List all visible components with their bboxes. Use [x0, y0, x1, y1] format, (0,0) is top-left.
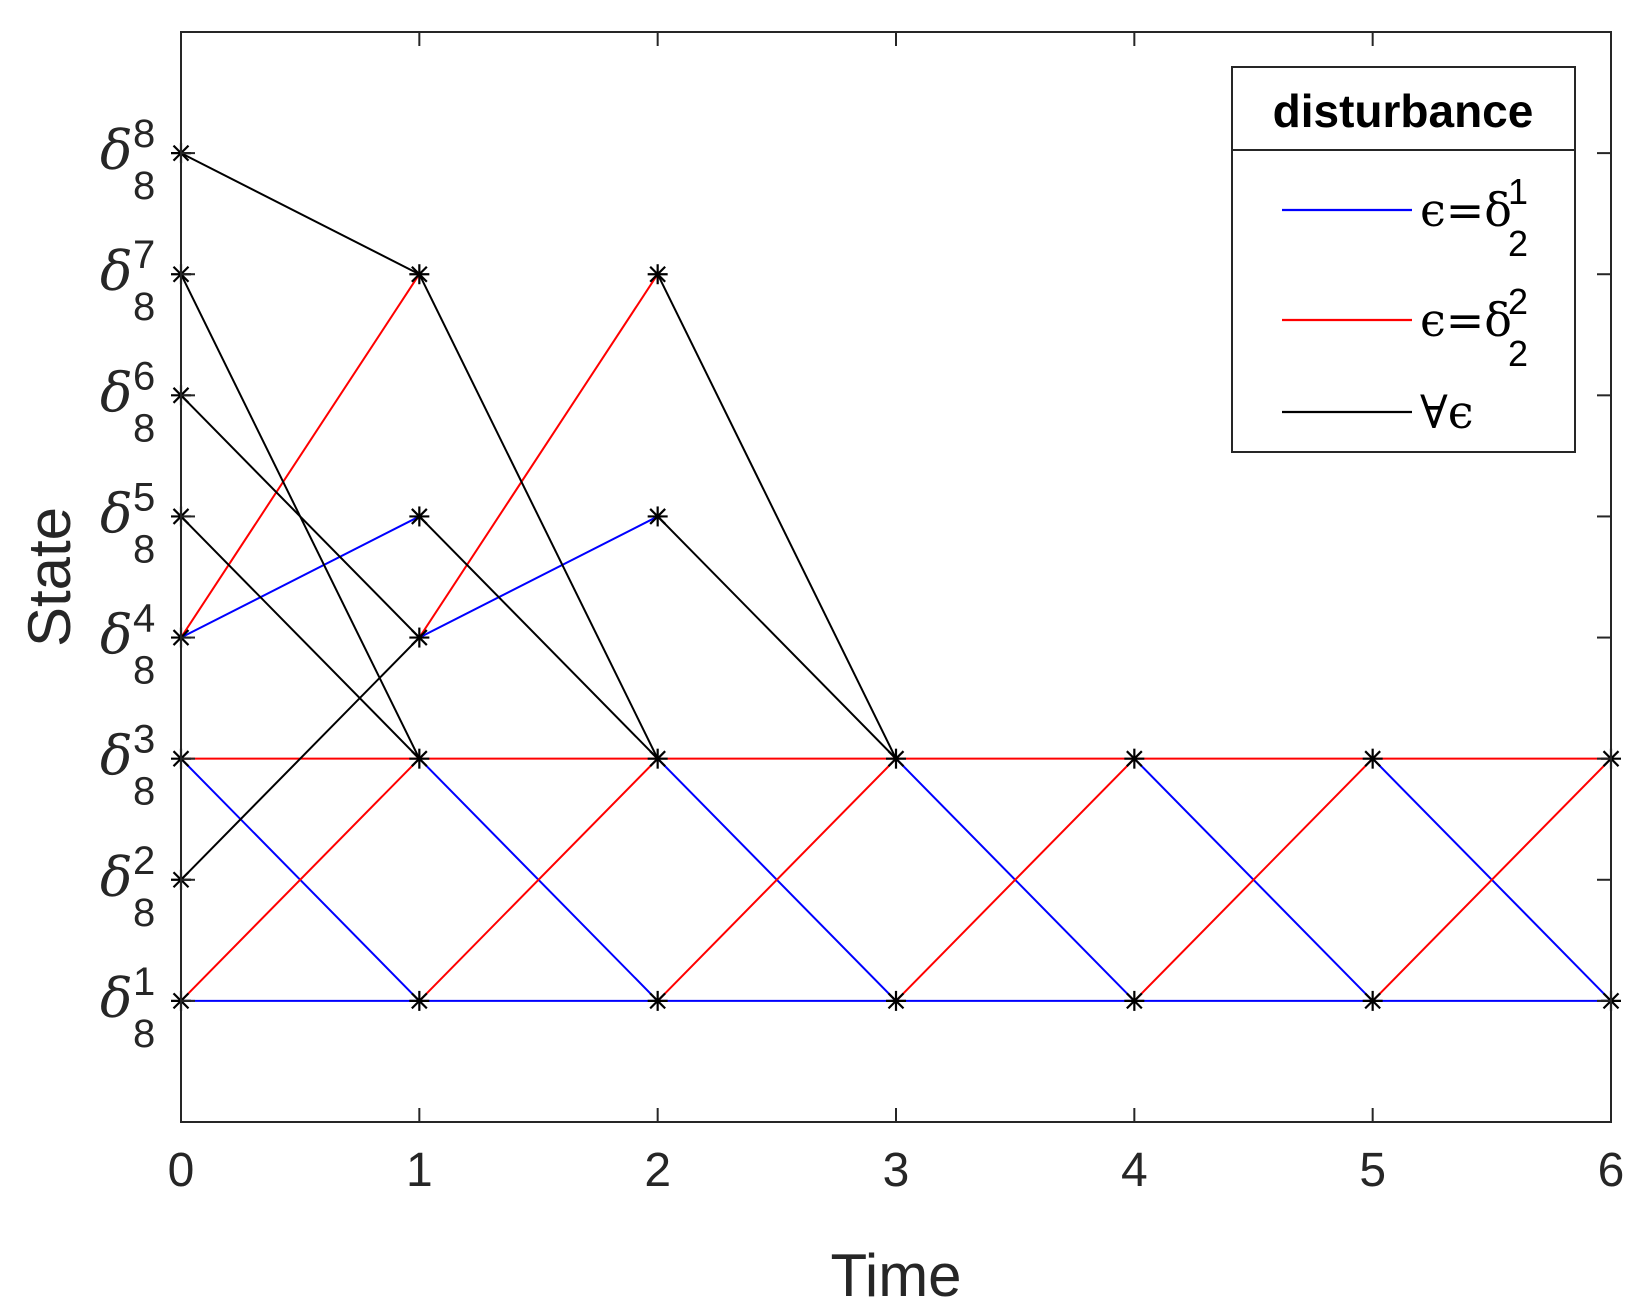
- series-2: [180, 273, 1612, 1002]
- y-tick-label-sub: 8: [133, 285, 155, 329]
- legend-label: ϵ=δ: [1420, 183, 1512, 237]
- y-tick-label-sup: 3: [133, 718, 155, 762]
- series-line-segment: [418, 757, 659, 1002]
- data-point-marker: [647, 506, 668, 527]
- data-point-marker: [1362, 990, 1383, 1011]
- y-tick-label-sup: 2: [133, 839, 155, 883]
- y-tick-label-base: δ: [100, 119, 133, 182]
- x-tick-label: 4: [1121, 1144, 1148, 1197]
- data-point-marker: [1362, 748, 1383, 769]
- legend-box: [1231, 66, 1576, 453]
- series-line-segment: [1133, 757, 1374, 1002]
- legend-label: ∀ϵ: [1420, 385, 1474, 439]
- x-tick-label: 6: [1598, 1144, 1625, 1197]
- data-point-marker: [409, 506, 430, 527]
- y-tick-label: δ 8 8: [100, 112, 155, 208]
- y-tick-label-base: δ: [100, 361, 133, 424]
- series-3: [180, 152, 897, 881]
- series-line-segment: [1371, 757, 1612, 1002]
- data-point-marker: [647, 990, 668, 1011]
- y-tick-label: δ 1 8: [100, 960, 155, 1056]
- legend-label-sup: 2: [1508, 281, 1528, 322]
- y-tick-label-sup: 5: [133, 475, 155, 519]
- data-point-marker: [647, 264, 668, 285]
- y-tick-label-base: δ: [100, 604, 133, 667]
- series-line-segment: [180, 515, 421, 760]
- y-tick-label-sup: 8: [133, 112, 155, 156]
- series-line-segment: [656, 757, 897, 1002]
- y-tick-label-sub: 8: [133, 1012, 155, 1056]
- y-tick-label-sup: 4: [133, 597, 155, 641]
- series-line-segment: [180, 636, 421, 881]
- y-tick-label-base: δ: [100, 482, 133, 545]
- x-axis: 0 1 2 3 4 5 6: [168, 32, 1625, 1197]
- series-line-segment: [418, 273, 659, 760]
- series-line-segment: [180, 152, 420, 276]
- legend-entry: ϵ=δ1 2: [1282, 171, 1528, 264]
- y-tick-label-sub: 8: [133, 164, 155, 208]
- series-line-segment: [180, 394, 421, 639]
- y-tick-label-sub: 8: [133, 406, 155, 450]
- y-tick-label: δ 4 8: [100, 597, 155, 693]
- y-tick-label-sup: 1: [133, 960, 155, 1004]
- x-tick-label: 0: [168, 1144, 195, 1197]
- series-line-segment: [418, 273, 659, 639]
- series-line-segment: [180, 515, 420, 639]
- series-line-segment: [180, 273, 421, 639]
- legend-label-sub: 2: [1508, 223, 1528, 264]
- x-tick-label: 5: [1359, 1144, 1386, 1197]
- y-tick-label-base: δ: [100, 967, 133, 1030]
- data-point-marker: [1124, 748, 1145, 769]
- x-axis-label: Time: [830, 1242, 961, 1309]
- series-line-segment: [895, 757, 1136, 1002]
- series-line-segment: [418, 515, 659, 639]
- y-tick-label-sub: 8: [133, 649, 155, 693]
- legend-entry: ϵ=δ2 2: [1282, 281, 1528, 374]
- y-tick-label: δ 6 8: [100, 354, 155, 450]
- y-tick-label: δ 2 8: [100, 839, 155, 935]
- y-tick-label-base: δ: [100, 725, 133, 788]
- y-tick-label-base: δ: [100, 846, 133, 909]
- x-tick-label: 1: [406, 1144, 433, 1197]
- y-tick-label: δ 7 8: [100, 233, 155, 329]
- y-tick-label-sub: 8: [133, 527, 155, 571]
- data-point-marker: [409, 748, 430, 769]
- y-tick-label: δ 5 8: [100, 475, 155, 571]
- data-point-marker: [409, 990, 430, 1011]
- data-point-marker: [886, 748, 906, 769]
- legend-label: ϵ=δ: [1420, 293, 1512, 347]
- data-point-marker: [409, 264, 430, 285]
- y-tick-label: δ 3 8: [100, 718, 155, 814]
- series-layer: [180, 152, 1612, 1002]
- y-axis-label: State: [16, 507, 83, 647]
- legend-label-sub: 2: [1508, 333, 1528, 374]
- data-point-marker: [409, 627, 430, 648]
- legend-title: disturbance: [1273, 85, 1534, 137]
- series-line-segment: [656, 515, 897, 760]
- x-tick-label: 3: [883, 1144, 910, 1197]
- series-line-segment: [656, 273, 897, 760]
- y-tick-label-sub: 8: [133, 770, 155, 814]
- data-point-marker: [647, 748, 668, 769]
- legend-label-sup: 1: [1508, 171, 1528, 212]
- y-axis: δ 18δ 28δ 38δ 48δ 58δ 68δ 78δ 88: [100, 112, 1611, 1056]
- y-tick-label-sub: 8: [133, 891, 155, 935]
- data-point-marker: [1124, 990, 1145, 1011]
- legend-entry: ∀ϵ: [1282, 385, 1474, 439]
- data-point-marker: [886, 990, 906, 1011]
- x-tick-label: 2: [644, 1144, 671, 1197]
- series-line-segment: [418, 515, 659, 760]
- y-tick-label-base: δ: [100, 240, 133, 303]
- y-tick-label-sup: 6: [133, 354, 155, 398]
- series-line-segment: [180, 757, 421, 1002]
- y-tick-label-sup: 7: [133, 233, 155, 277]
